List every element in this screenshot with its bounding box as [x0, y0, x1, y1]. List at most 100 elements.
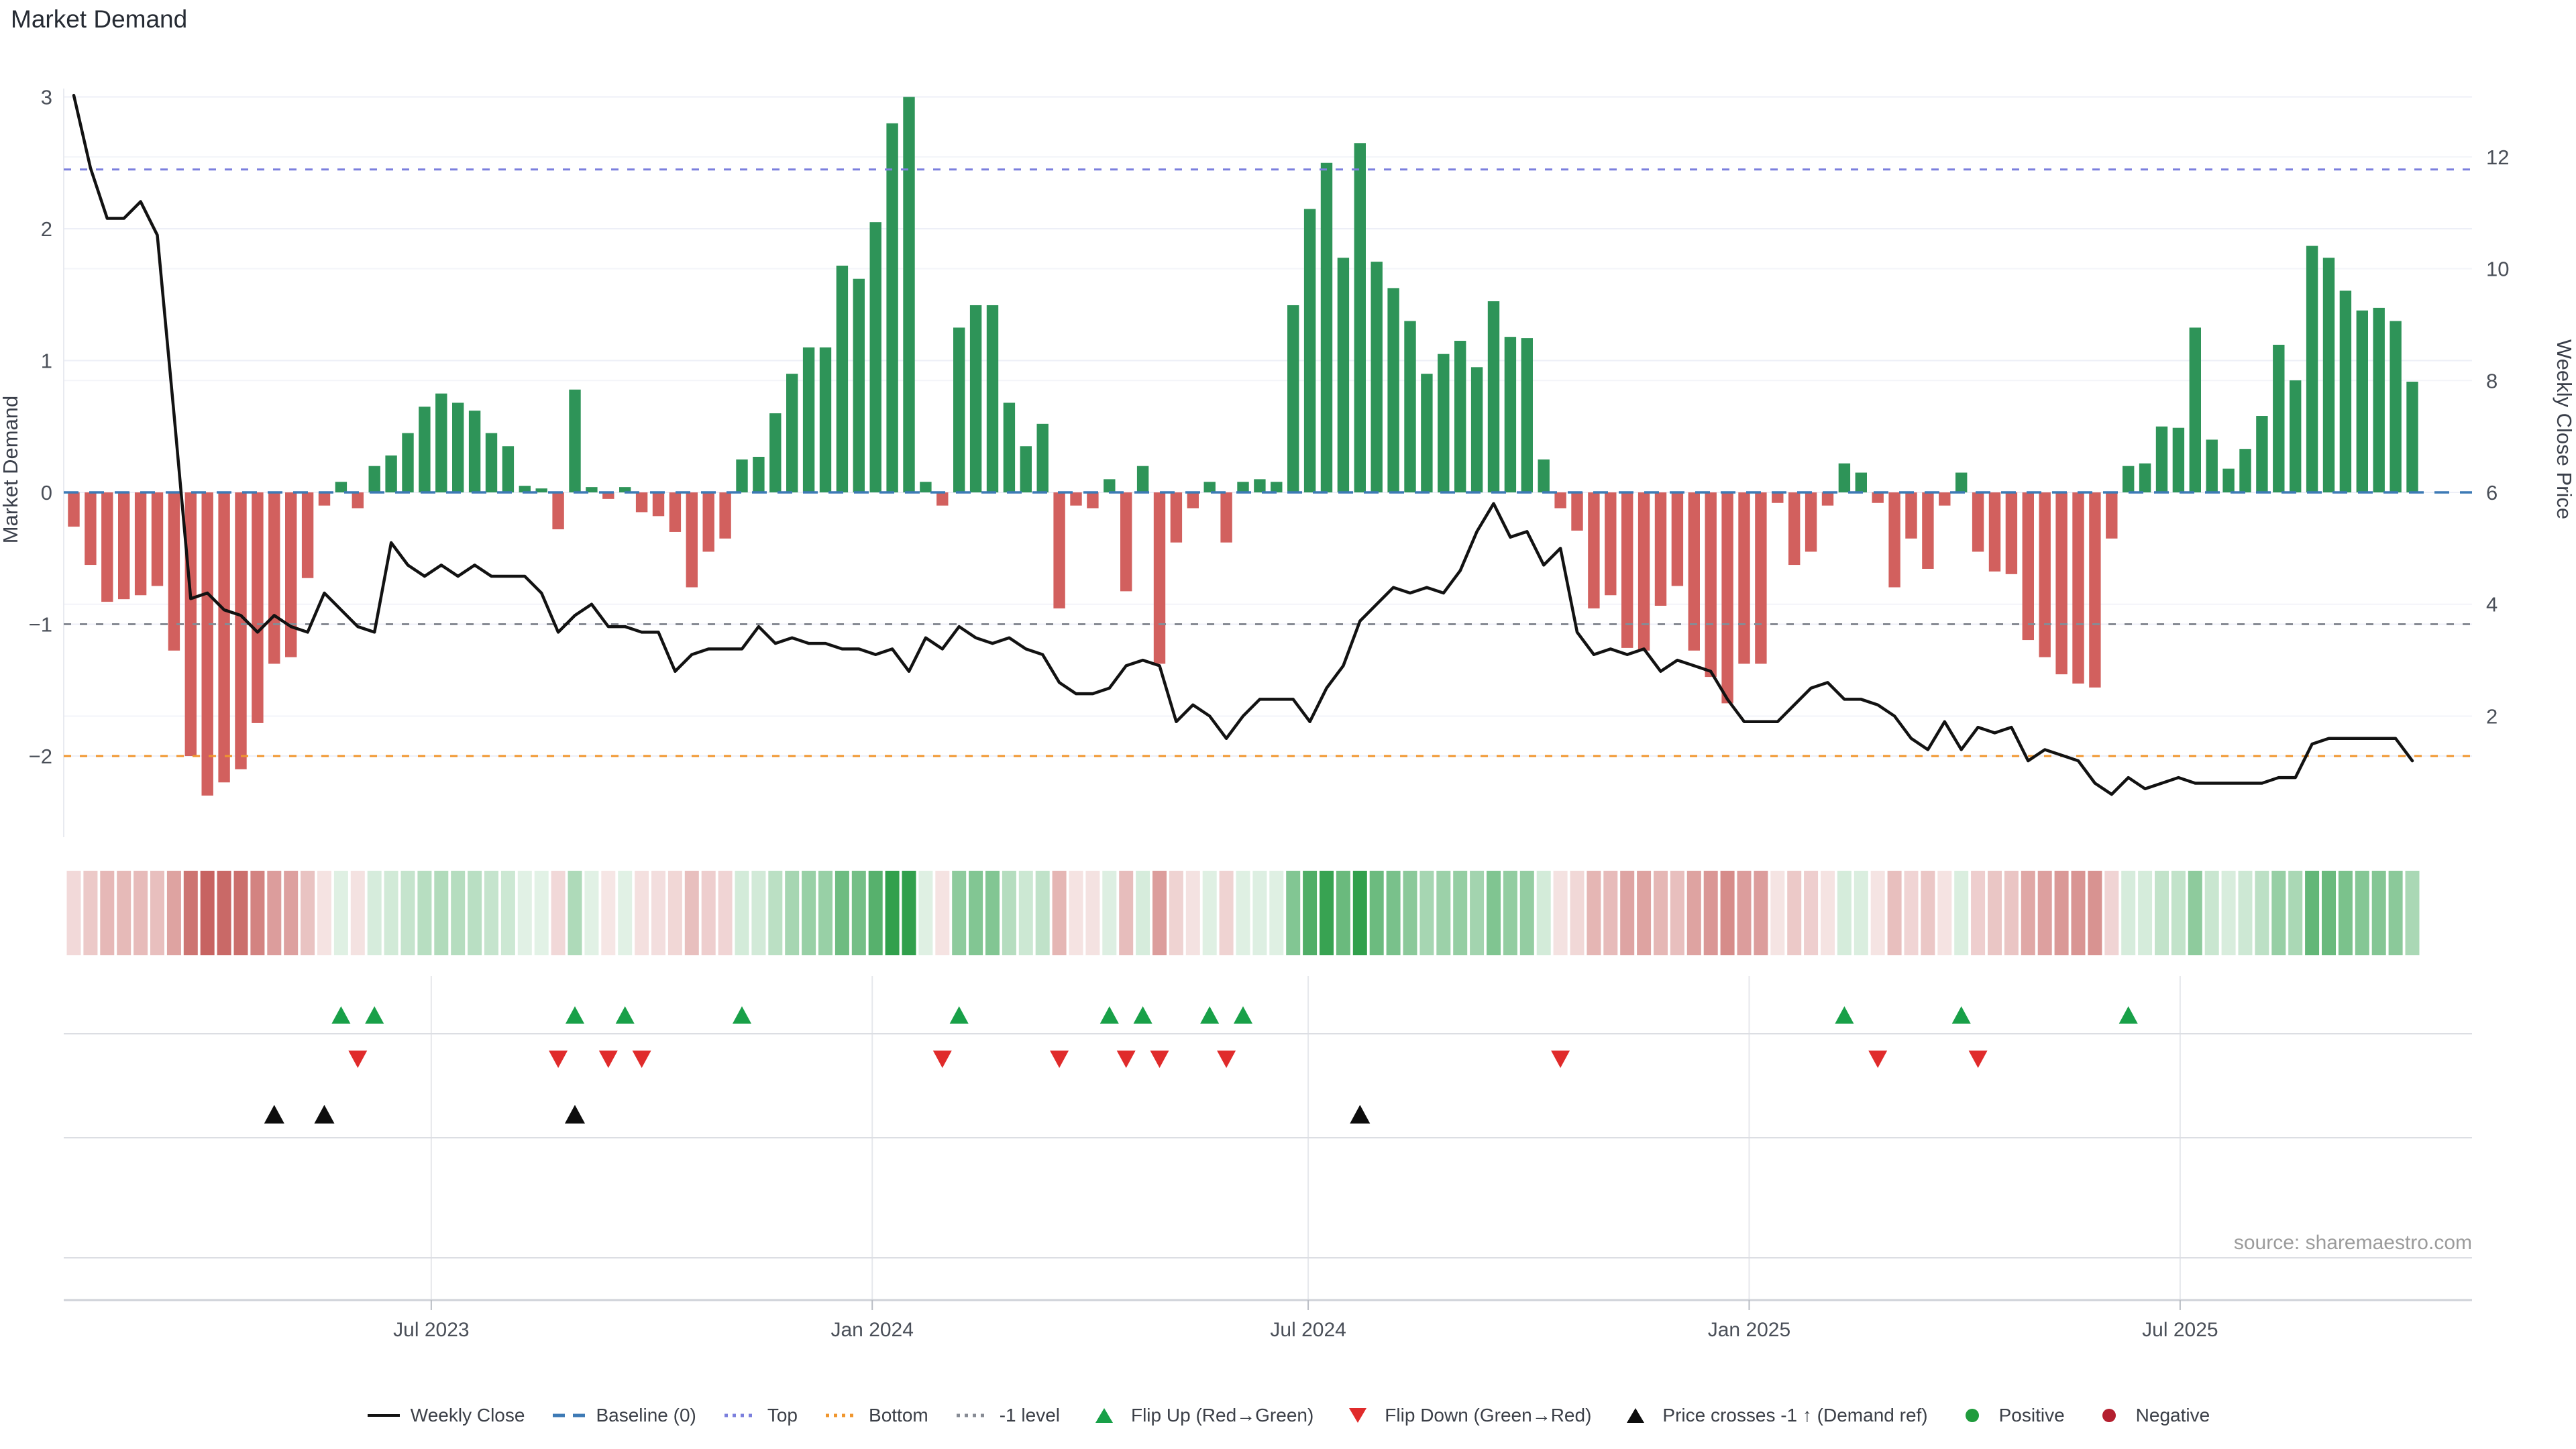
- heatmap-cell-negative: [1870, 871, 1885, 955]
- heatmap-cell-positive: [534, 871, 549, 955]
- demand-bar-negative: [268, 492, 280, 664]
- demand-bar-positive: [1955, 472, 1968, 492]
- heatmap-cell-positive: [851, 871, 866, 955]
- demand-bar-positive: [1337, 258, 1350, 492]
- legend-swatch-shape: [1349, 1408, 1367, 1423]
- demand-bar-positive: [2189, 327, 2201, 492]
- demand-bar-negative: [2072, 492, 2084, 684]
- flip-up-marker: [1133, 1006, 1152, 1024]
- heatmap-cell-negative: [1052, 871, 1067, 955]
- legend-dots-icon: [956, 1413, 989, 1417]
- legend-dots-icon: [826, 1413, 859, 1417]
- demand-bar-negative: [2022, 492, 2034, 641]
- legend-dashes-icon: [553, 1413, 586, 1417]
- demand-bar-negative: [1554, 492, 1566, 508]
- flip-down-marker: [598, 1051, 618, 1068]
- demand-bar-positive: [586, 487, 598, 492]
- heatmap-cell-positive: [2121, 871, 2136, 955]
- heatmap-cell-negative: [1085, 871, 1100, 955]
- demand-bar-negative: [1654, 492, 1667, 606]
- legend-item: -1 level: [955, 1405, 1060, 1426]
- left-axis-tick-label: 2: [41, 217, 52, 241]
- heatmap-cell-positive: [1954, 871, 1969, 955]
- heatmap-cell-negative: [233, 871, 248, 955]
- heatmap-cell-positive: [1503, 871, 1517, 955]
- heatmap-cell-negative: [1603, 871, 1618, 955]
- heatmap-cell-negative: [2088, 871, 2102, 955]
- heatmap-cell-positive: [2155, 871, 2169, 955]
- heatmap-cell-negative: [166, 871, 181, 955]
- demand-bar-positive: [736, 459, 748, 492]
- demand-bar-negative: [1070, 492, 1082, 506]
- left-axis-title: Market Demand: [0, 396, 22, 544]
- heatmap-cell-negative: [1169, 871, 1183, 955]
- demand-bar-positive: [819, 347, 832, 492]
- heatmap-cell-positive: [1854, 871, 1868, 955]
- heatmap-cell-positive: [1352, 871, 1367, 955]
- demand-bar-negative: [1738, 492, 1750, 664]
- legend-label: Weekly Close: [410, 1405, 525, 1426]
- demand-bar-negative: [1621, 492, 1633, 648]
- heatmap-cell-positive: [1336, 871, 1350, 955]
- demand-bar-positive: [853, 278, 865, 492]
- heatmap-cell-positive: [2355, 871, 2369, 955]
- demand-bar-positive: [2256, 416, 2268, 492]
- demand-bar-positive: [2390, 321, 2402, 492]
- x-tick-label: Jul 2025: [2142, 1319, 2218, 1341]
- demand-bar-negative: [1905, 492, 1917, 539]
- heatmap-cell-negative: [2004, 871, 2019, 955]
- legend-item: Top: [723, 1405, 798, 1426]
- demand-bar-negative: [1153, 492, 1166, 664]
- heatmap-cell-positive: [1487, 871, 1501, 955]
- demand-bar-positive: [2155, 426, 2168, 492]
- legend-swatch-shape: [2102, 1409, 2116, 1422]
- heatmap-cell-negative: [601, 871, 616, 955]
- heatmap-cell-positive: [969, 871, 983, 955]
- chart-legend: Weekly Close Baseline (0) Top Bottom -1 leve…: [0, 1405, 2576, 1426]
- demand-bar-positive: [1287, 305, 1299, 492]
- demand-bar-positive: [1203, 482, 1216, 492]
- right-axis-tick-label: 12: [2486, 146, 2509, 169]
- flip-up-marker: [1099, 1006, 1119, 1024]
- heatmap-cell-positive: [1403, 871, 1417, 955]
- heatmap-cell-positive: [802, 871, 816, 955]
- left-axis-tick-label: −1: [29, 613, 52, 637]
- heatmap-cell-positive: [1035, 871, 1050, 955]
- flip-down-marker: [1217, 1051, 1236, 1068]
- flip-down-marker: [1968, 1051, 1988, 1068]
- heatmap-cell-positive: [400, 871, 415, 955]
- heatmap-cell-negative: [1069, 871, 1083, 955]
- heatmap-cell-negative: [1620, 871, 1635, 955]
- legend-swatch-shape: [1095, 1408, 1113, 1423]
- heatmap-cell-positive: [2371, 871, 2386, 955]
- demand-bar-positive: [485, 433, 498, 492]
- demand-bar-negative: [85, 492, 97, 566]
- flip-down-marker: [1868, 1051, 1888, 1068]
- heatmap-cell-negative: [1937, 871, 1952, 955]
- legend-swatch-shape: [1627, 1408, 1645, 1423]
- demand-bar-positive: [1421, 374, 1433, 492]
- demand-bar-positive: [2222, 468, 2235, 492]
- demand-bar-positive: [953, 327, 965, 492]
- heatmap-cell-positive: [885, 871, 900, 955]
- source-note: source: sharemaestro.com: [2234, 1232, 2472, 1254]
- demand-bar-positive: [1303, 209, 1316, 492]
- demand-bar-positive: [1237, 482, 1249, 492]
- demand-bar-positive: [986, 305, 999, 492]
- demand-bar-positive: [769, 413, 782, 492]
- right-axis-title: Weekly Close Price: [2553, 339, 2576, 519]
- flip-up-marker: [365, 1006, 384, 1024]
- heatmap-cell-negative: [1988, 871, 2002, 955]
- demand-bar-positive: [1271, 482, 1283, 492]
- heatmap-cell-positive: [1018, 871, 1033, 955]
- flip-down-marker: [1150, 1051, 1169, 1068]
- demand-bar-negative: [285, 492, 297, 657]
- heatmap-cell-positive: [751, 871, 766, 955]
- flip-up-marker: [1835, 1006, 1854, 1024]
- heatmap-cell-negative: [317, 871, 331, 955]
- heatmap-cell-negative: [1821, 871, 1835, 955]
- demand-bar-positive: [1354, 143, 1366, 492]
- demand-bar-positive: [1136, 466, 1149, 492]
- flip-up-marker: [331, 1006, 351, 1024]
- demand-bar-negative: [101, 492, 113, 602]
